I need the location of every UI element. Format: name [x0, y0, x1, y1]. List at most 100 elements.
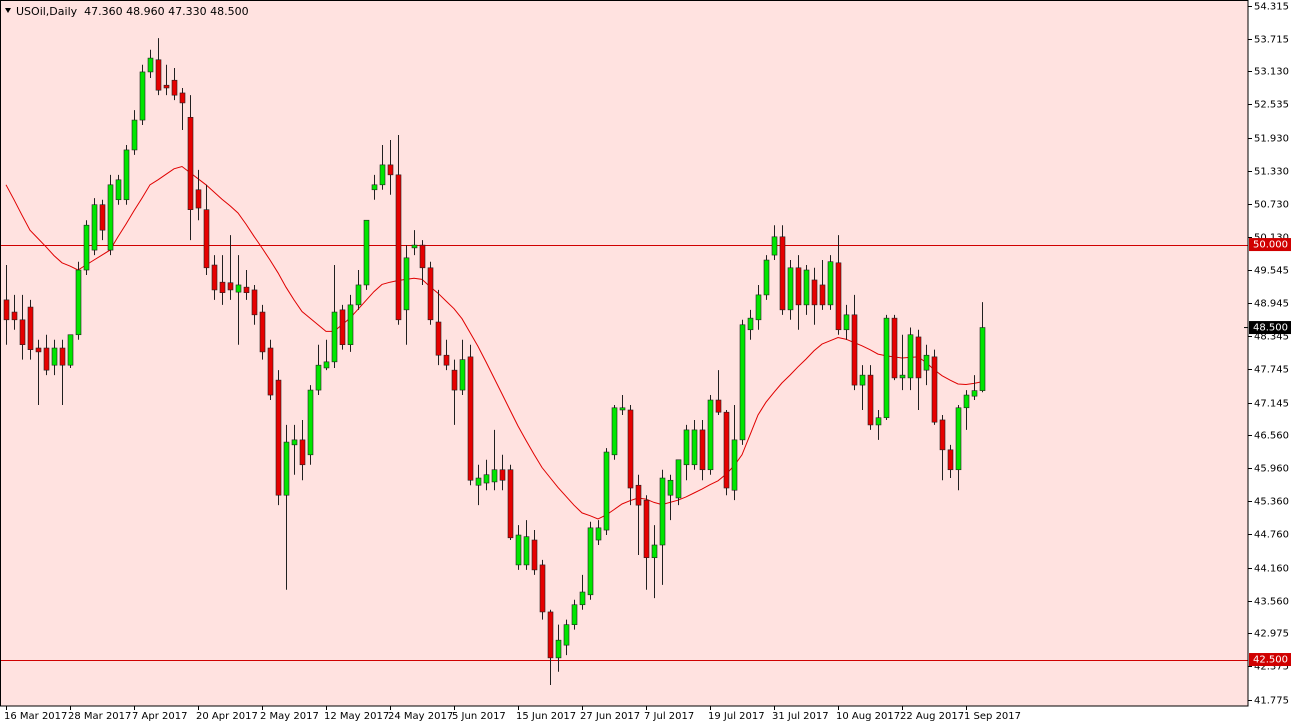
chart-title: USOil,Daily [16, 5, 78, 18]
candle-body [675, 459, 682, 499]
candle-body [283, 441, 290, 496]
candle-body [971, 390, 978, 397]
candle-body [499, 469, 506, 481]
candle-body [827, 261, 834, 306]
candle-body [67, 334, 74, 366]
candle-body [611, 407, 618, 456]
candle-body [915, 336, 922, 379]
candle-body [859, 374, 866, 386]
x-tick-label: 5 Jun 2017 [452, 711, 506, 722]
y-tick-label: 50.730 [1254, 200, 1289, 211]
candle-body [123, 149, 130, 201]
x-tick-label: 31 Jul 2017 [772, 711, 829, 722]
y-tick-label: 47.145 [1254, 399, 1289, 410]
candle-body [443, 354, 450, 366]
candle-body [547, 611, 554, 659]
candle-body [179, 92, 186, 104]
candle-body [851, 314, 858, 386]
candle-body [403, 257, 410, 311]
y-tick-label: 49.545 [1254, 266, 1289, 277]
candle-body [147, 57, 154, 73]
candle-body [979, 327, 986, 391]
candle-body [435, 321, 442, 356]
plot-layer [0, 38, 1248, 685]
candle-body [171, 79, 178, 96]
last-price-tag [1249, 321, 1291, 335]
price-tag-label: 50.000 [1253, 240, 1288, 251]
candle-body [627, 409, 634, 489]
candle-body [131, 119, 138, 151]
candle-body [659, 477, 666, 546]
candle-body [891, 317, 898, 379]
y-tick-label: 53.130 [1254, 67, 1289, 78]
candle-body [811, 279, 818, 306]
candle-body [963, 394, 970, 409]
y-tick-label: 51.930 [1254, 134, 1289, 145]
candle-body [395, 174, 402, 321]
candle-body [731, 439, 738, 491]
candle-body [211, 264, 218, 291]
candle-body [339, 309, 346, 346]
candle-body [747, 317, 754, 331]
x-tick-label: 20 Apr 2017 [196, 711, 258, 722]
candle-body [595, 527, 602, 541]
candle-body [99, 204, 106, 231]
candle-body [459, 359, 466, 391]
candle-body [299, 439, 306, 466]
candle-body [931, 356, 938, 423]
y-tick-label: 48.345 [1254, 332, 1289, 343]
candle-body [771, 236, 778, 256]
y-tick-label: 48.945 [1254, 299, 1289, 310]
candle-body [379, 164, 386, 186]
candle-body [291, 439, 298, 446]
candle-body [699, 429, 706, 471]
candle-body [619, 407, 626, 411]
x-tick-label: 7 Jul 2017 [644, 711, 694, 722]
candle-body [467, 356, 474, 481]
candle-body [155, 59, 162, 91]
y-tick-label: 52.535 [1254, 100, 1289, 111]
candle-body [483, 474, 490, 484]
candle-body [331, 311, 338, 363]
candle-body [251, 289, 258, 316]
candle-body [531, 539, 538, 571]
candle-body [475, 477, 482, 486]
candle-body [755, 294, 762, 321]
candle-body [107, 184, 114, 251]
candle-body [275, 379, 282, 496]
x-tick-label: 28 Mar 2017 [68, 711, 131, 722]
candle-body [219, 281, 226, 293]
candle-body [571, 604, 578, 625]
plot-background [0, 0, 1248, 706]
candle-body [819, 284, 826, 306]
candle-body [83, 224, 90, 271]
y-tick-label: 46.560 [1254, 431, 1289, 442]
candle-body [779, 236, 786, 311]
y-tick-label: 54.315 [1254, 2, 1289, 13]
candle-body [955, 407, 962, 471]
candle-body [667, 479, 674, 496]
candle-body [507, 469, 514, 539]
x-tick-label: 1 Sep 2017 [964, 711, 1021, 722]
candle-body [3, 299, 10, 321]
candle-body [763, 259, 770, 296]
candle-body [739, 324, 746, 441]
candle-body [883, 317, 890, 419]
candle-body [91, 204, 98, 251]
candle-body [587, 527, 594, 596]
candle-body [683, 429, 690, 466]
y-tick-label: 45.960 [1254, 464, 1289, 475]
candle-body [579, 591, 586, 606]
candle-body [835, 262, 842, 331]
candle-body [491, 469, 498, 483]
candle-body [235, 284, 242, 293]
candle-body [267, 347, 274, 396]
x-tick-label: 16 Mar 2017 [4, 711, 67, 722]
y-tick-label: 42.375 [1254, 662, 1289, 673]
y-tick-label: 42.975 [1254, 629, 1289, 640]
candle-body [363, 219, 370, 286]
menu-arrow [5, 8, 11, 13]
candle-body [195, 189, 202, 209]
candle-body [227, 282, 234, 291]
